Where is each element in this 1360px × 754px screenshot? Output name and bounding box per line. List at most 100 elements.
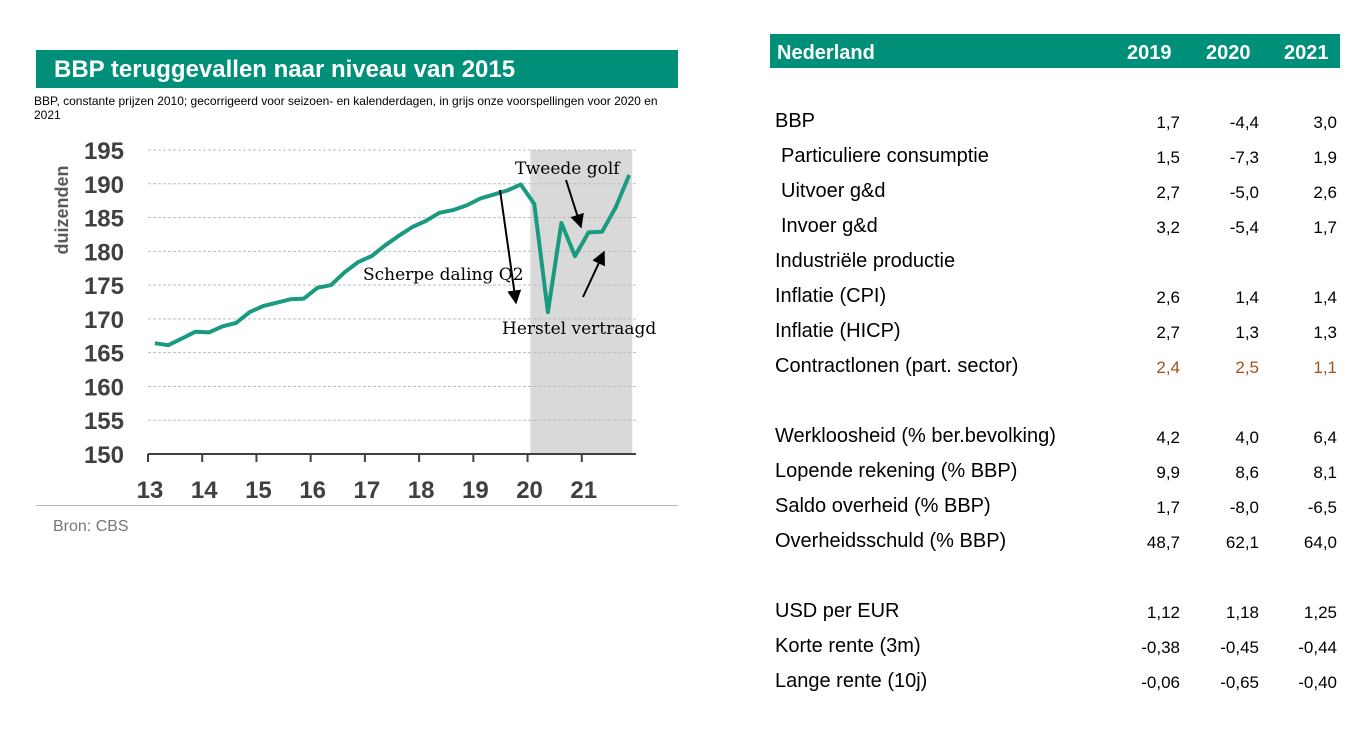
x-tick-label: 20: [516, 477, 543, 504]
row-value: 6,4: [1313, 428, 1337, 447]
row-value: -0,40: [1298, 673, 1337, 692]
source-label: Bron: CBS: [53, 518, 129, 535]
row-value: 1,7: [1156, 113, 1180, 132]
row-value: 1,1: [1313, 358, 1337, 377]
row-value: 8,6: [1235, 463, 1259, 482]
row-value: 2,6: [1313, 183, 1337, 202]
row-label: BBP: [775, 110, 816, 132]
row-label: Korte rente (3m): [775, 635, 921, 657]
row-label: Werkloosheid (% ber.bevolking): [775, 425, 1056, 447]
row-value: 62,1: [1225, 533, 1259, 552]
x-tick-label: 16: [299, 477, 326, 504]
row-value: 2,7: [1156, 183, 1180, 202]
row-label: Overheidsschuld (% BBP): [775, 530, 1007, 552]
row-label: Contractlonen (part. sector): [775, 355, 1019, 377]
y-tick-label: 155: [84, 408, 124, 435]
row-value: 1,25: [1303, 603, 1337, 622]
y-tick-label: 180: [84, 239, 124, 266]
row-label: Particuliere consumptie: [781, 145, 989, 167]
row-label: Industriële productie: [775, 250, 956, 272]
row-value: 8,1: [1313, 463, 1337, 482]
row-label: Saldo overheid (% BBP): [775, 495, 991, 517]
row-value: 1,12: [1146, 603, 1180, 622]
y-tick-label: 150: [84, 442, 124, 469]
row-label: Inflatie (CPI): [775, 285, 887, 307]
row-value: 9,9: [1156, 463, 1180, 482]
row-value: 1,9: [1313, 148, 1337, 167]
table-row: Korte rente (3m) -0,38 -0,45 -0,44: [770, 631, 1340, 666]
row-value: -0,38: [1141, 638, 1180, 657]
table-row: Inflatie (CPI) 2,6 1,4 1,4: [770, 281, 1340, 316]
row-value: -7,3: [1229, 148, 1259, 167]
x-tick-label: 18: [408, 477, 435, 504]
row-value: -0,44: [1298, 638, 1337, 657]
chart-title: BBP teruggevallen naar niveau van 2015: [36, 50, 678, 88]
y-axis-label: duizenden: [52, 166, 72, 255]
row-label: Lopende rekening (% BBP): [775, 460, 1018, 482]
row-value: -5,0: [1229, 183, 1259, 202]
arrow-recovery: [582, 250, 606, 298]
row-value: 4,0: [1235, 428, 1259, 447]
table-header-2020: 2020: [1206, 42, 1251, 64]
row-value: -8,0: [1229, 498, 1259, 517]
row-value: 64,0: [1303, 533, 1337, 552]
table-row: Contractlonen (part. sector) 2,4 2,5 1,1: [770, 351, 1340, 386]
row-value: -0,65: [1220, 673, 1259, 692]
row-value: 1,4: [1313, 288, 1337, 307]
row-value: 1,3: [1313, 323, 1337, 342]
x-tick-label: 13: [137, 477, 164, 504]
x-tick-label: 15: [245, 477, 272, 504]
row-value: 3,0: [1313, 113, 1337, 132]
table-header-2021: 2021: [1284, 42, 1329, 64]
chart-subtitle: BBP, constante prijzen 2010; gecorrigeer…: [34, 94, 658, 122]
row-value: -4,4: [1229, 113, 1259, 132]
table-row: Lange rente (10j) -0,06 -0,65 -0,40: [770, 666, 1340, 701]
source-divider: [36, 505, 678, 506]
row-value: -0,45: [1220, 638, 1259, 657]
y-tick-label: 160: [84, 374, 124, 401]
table-row: Inflatie (HICP) 2,7 1,3 1,3: [770, 316, 1340, 351]
row-value: -6,5: [1307, 498, 1337, 517]
row-value: 1,7: [1313, 218, 1337, 237]
y-tick-label: 170: [84, 307, 124, 334]
annotation-second-wave: Tweede golf: [515, 159, 621, 179]
row-value: 1,3: [1235, 323, 1259, 342]
table-row: BBP 1,7 -4,4 3,0: [770, 106, 1340, 141]
row-label: Invoer g&d: [781, 215, 878, 237]
row-label: Inflatie (HICP): [775, 320, 901, 342]
row-value: 48,7: [1146, 533, 1180, 552]
row-value: 2,4: [1156, 358, 1180, 377]
y-tick-label: 195: [84, 138, 124, 165]
arrow-sharp-drop: [499, 189, 522, 305]
row-value: 2,5: [1235, 358, 1259, 377]
row-value: -5,4: [1229, 218, 1259, 237]
table-row: Saldo overheid (% BBP) 1,7 -8,0 -6,5: [770, 491, 1340, 526]
table-row: Werkloosheid (% ber.bevolking) 4,2 4,0 6,4: [770, 421, 1340, 456]
table-row: USD per EUR 1,12 1,18 1,25: [770, 596, 1340, 631]
y-tick-label: 185: [84, 206, 124, 233]
row-value: 2,7: [1156, 323, 1180, 342]
arrow-second-wave: [565, 179, 584, 229]
table-row: Lopende rekening (% BBP) 9,9 8,6 8,1: [770, 456, 1340, 491]
row-label: Lange rente (10j): [775, 670, 928, 692]
row-label: Uitvoer g&d: [781, 180, 886, 202]
table-row: Uitvoer g&d 2,7 -5,0 2,6: [770, 176, 1340, 211]
row-value: 4,2: [1156, 428, 1180, 447]
row-value: 1,5: [1156, 148, 1180, 167]
x-tick-label: 19: [462, 477, 489, 504]
annotation-recovery: Herstel vertraagd: [502, 319, 656, 339]
table-header: Nederland 2019 2020 2021: [770, 34, 1340, 68]
row-value: -0,06: [1141, 673, 1180, 692]
y-tick-label: 190: [84, 172, 124, 199]
table-row: Industriële productie: [770, 246, 1340, 281]
row-value: 2,6: [1156, 288, 1180, 307]
y-tick-label: 175: [84, 273, 124, 300]
x-tick-label: 14: [191, 477, 218, 504]
row-value: 1,4: [1235, 288, 1259, 307]
gdp-series-line: [154, 174, 632, 348]
row-value: 3,2: [1156, 218, 1180, 237]
row-value: 1,18: [1225, 603, 1259, 622]
y-tick-label: 165: [84, 341, 124, 368]
row-label: USD per EUR: [775, 600, 900, 622]
table-row: Overheidsschuld (% BBP) 48,7 62,1 64,0: [770, 526, 1340, 561]
